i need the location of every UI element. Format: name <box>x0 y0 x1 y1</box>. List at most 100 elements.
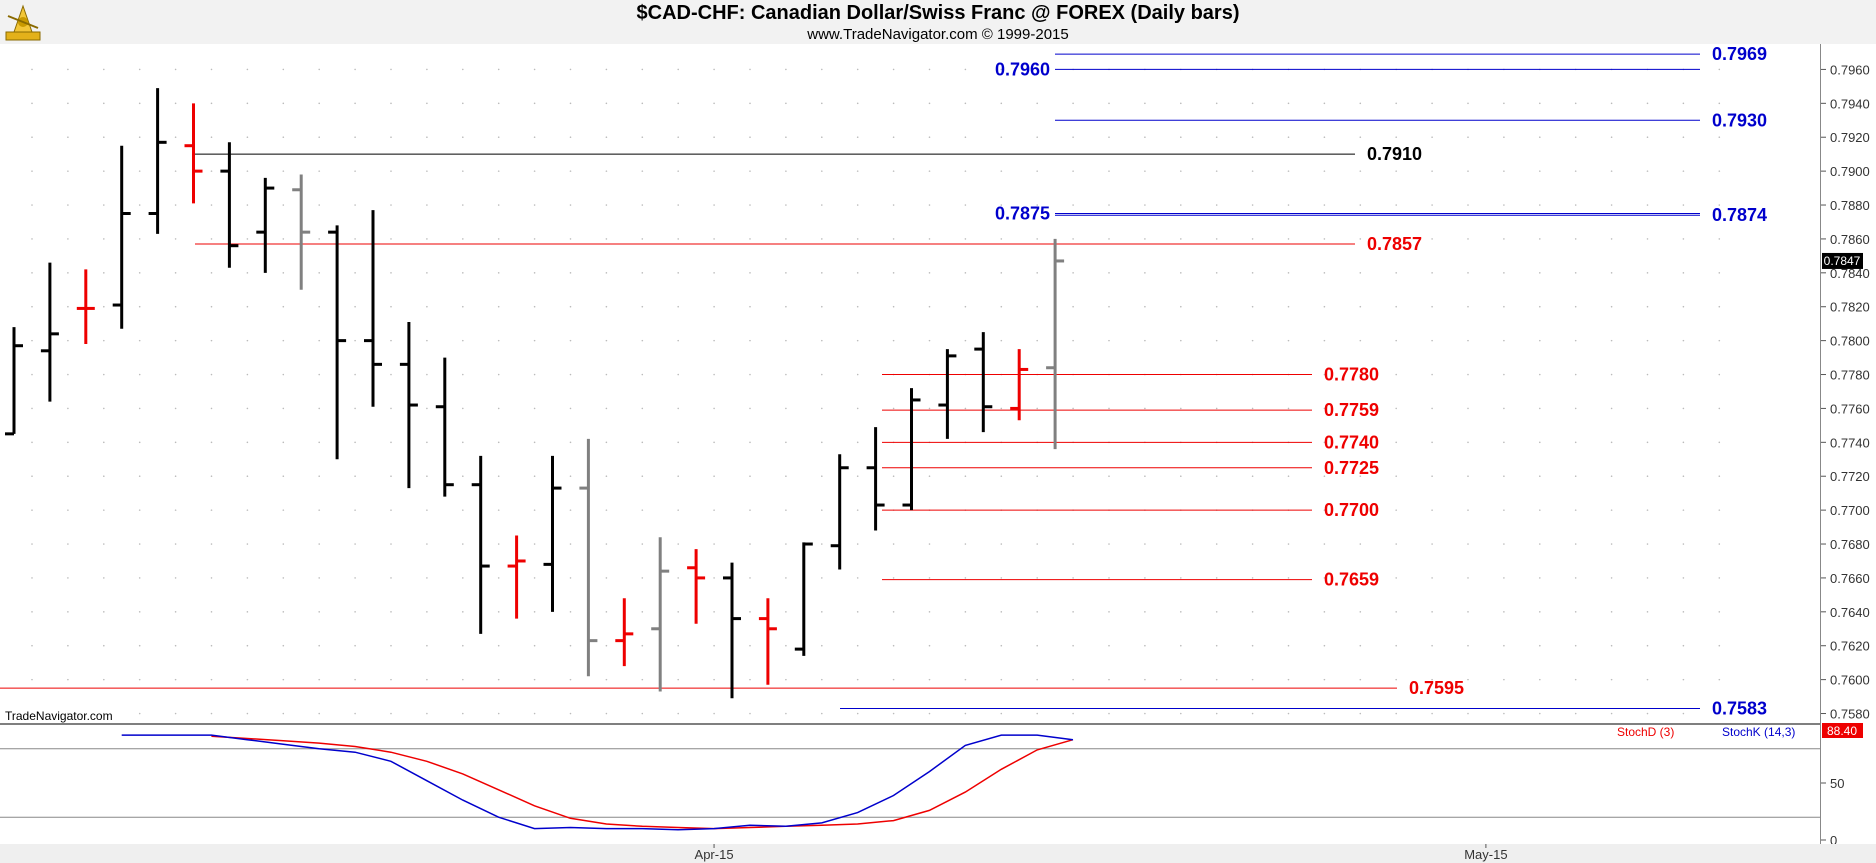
grid-dot <box>1215 577 1218 579</box>
grid-dot <box>282 204 285 206</box>
grid-dot <box>1323 644 1326 647</box>
grid-dot <box>821 644 823 647</box>
grid-dot <box>821 272 823 274</box>
grid-dot <box>1718 102 1721 105</box>
grid-dot <box>892 644 895 647</box>
grid-dot <box>1503 509 1505 511</box>
grid-dot <box>282 644 285 647</box>
grid-dot <box>1610 475 1613 478</box>
grid-dot <box>1431 475 1433 478</box>
grid-dot <box>1646 102 1649 105</box>
grid-dot <box>138 305 141 308</box>
ohlc-bar <box>938 349 957 439</box>
grid-dot <box>1323 678 1326 681</box>
grid-dot <box>390 577 392 579</box>
grid-dot <box>246 170 249 172</box>
grid-dot <box>569 678 572 681</box>
y-tick-label: 0.7860 <box>1830 232 1870 247</box>
grid-dot <box>354 136 356 139</box>
level-label: 0.7759 <box>1324 400 1379 420</box>
grid-dot <box>1323 238 1326 240</box>
grid-dot <box>1646 407 1649 410</box>
grid-dot <box>1539 441 1541 444</box>
grid-dot <box>1251 678 1254 681</box>
grid-dot <box>713 339 715 342</box>
grid-dot <box>1359 407 1362 410</box>
grid-dot <box>1323 475 1326 478</box>
grid-dot <box>1180 102 1182 105</box>
grid-dot <box>282 272 285 274</box>
grid-dot <box>785 68 787 71</box>
grid-dot <box>318 509 321 511</box>
grid-dot <box>103 407 105 410</box>
grid-dot <box>1000 678 1003 681</box>
grid-dot <box>1000 68 1003 71</box>
grid-dot <box>605 441 608 444</box>
grid-dot <box>31 644 33 647</box>
grid-dot <box>138 339 141 342</box>
y-tick-label: 0.7940 <box>1830 96 1870 111</box>
grid-dot <box>1431 238 1433 240</box>
grid-dot <box>1574 509 1577 511</box>
grid-dot <box>174 339 177 342</box>
grid-dot <box>1682 712 1685 715</box>
grid-dot <box>67 611 69 613</box>
grid-dot <box>1539 543 1541 545</box>
grid-dot <box>67 678 69 681</box>
grid-dot <box>892 136 895 139</box>
grid-dot <box>1574 543 1577 545</box>
grid-dot <box>138 509 141 511</box>
grid-dot <box>210 611 213 613</box>
grid-dot <box>1503 407 1505 410</box>
grid-dot <box>1682 577 1685 579</box>
grid-dot <box>821 712 823 715</box>
grid-dot <box>1610 509 1613 511</box>
grid-dot <box>641 170 644 172</box>
grid-dot <box>31 611 33 613</box>
grid-dot <box>210 543 213 545</box>
grid-dot <box>1539 577 1541 579</box>
grid-dot <box>605 644 608 647</box>
grid-dot <box>1251 712 1254 715</box>
grid-dot <box>1646 305 1649 308</box>
grid-dot <box>31 102 33 105</box>
grid-dot <box>67 373 69 376</box>
grid-dot <box>1539 373 1541 376</box>
grid-dot <box>677 475 679 478</box>
grid-dot <box>497 238 500 240</box>
grid-dot <box>1610 712 1613 715</box>
grid-dot <box>1144 611 1146 613</box>
price-axis: 0.7580 0.7600 0.7620 0.7640 0.7660 0.7680 0.77… <box>1820 62 1870 722</box>
grid-dot <box>390 238 392 240</box>
grid-dot <box>390 339 392 342</box>
grid-dot <box>964 577 967 579</box>
stochastic-axis: 0 50 <box>1820 776 1844 848</box>
stoch-y-tick-label: 50 <box>1830 776 1844 791</box>
legend-stoch-k: StochK (14,3) <box>1722 725 1795 739</box>
grid-dot <box>749 543 751 545</box>
grid-dot <box>1646 441 1649 444</box>
y-tick-label: 0.7580 <box>1830 707 1870 722</box>
grid-dot <box>1610 204 1613 206</box>
grid-dot <box>821 102 823 105</box>
grid-dot <box>1431 373 1433 376</box>
grid-dot <box>1287 475 1290 478</box>
grid-dot <box>210 305 213 308</box>
grid-dot <box>1718 577 1721 579</box>
grid-dot <box>426 339 428 342</box>
grid-dot <box>856 543 859 545</box>
grid-dot <box>1215 204 1218 206</box>
grid-dot <box>1682 373 1685 376</box>
ohlc-bar <box>615 598 634 667</box>
grid-dot <box>677 68 679 71</box>
grid-dot <box>892 238 895 240</box>
y-tick-label: 0.7740 <box>1830 435 1870 450</box>
grid-dot <box>174 543 177 545</box>
level-label: 0.7595 <box>1409 678 1464 698</box>
grid-dot <box>1108 543 1110 545</box>
grid-dot <box>1467 611 1469 613</box>
grid-dot <box>1682 475 1685 478</box>
grid-dot <box>1251 136 1254 139</box>
grid-dot <box>749 170 751 172</box>
grid-dot <box>1718 644 1721 647</box>
